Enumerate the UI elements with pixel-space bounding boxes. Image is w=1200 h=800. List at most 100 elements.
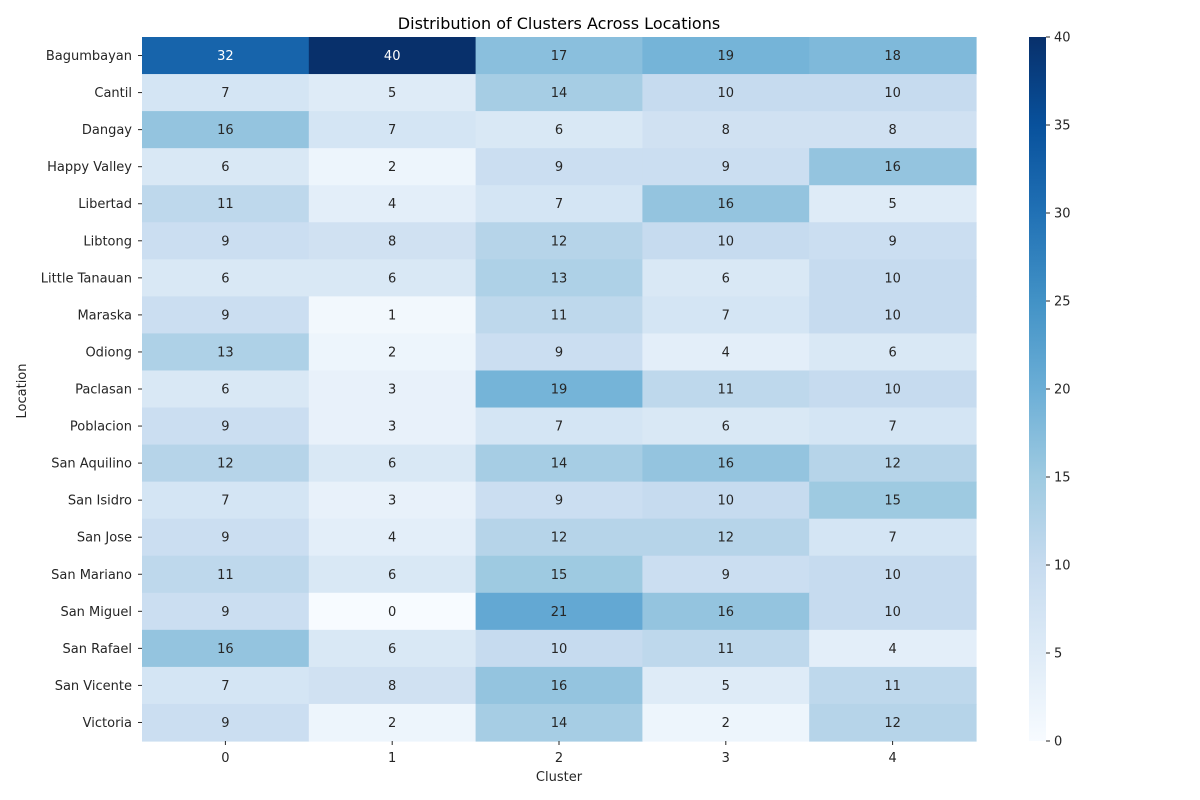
heatmap-cell (642, 185, 810, 223)
cell-value-label: 7 (888, 531, 896, 546)
cell-value-label: 13 (217, 345, 234, 360)
cell-value-label: 16 (718, 605, 735, 620)
heatmap-cell (142, 444, 310, 483)
y-tick-label: Little Tanauan (41, 271, 132, 286)
heatmap-cell (142, 629, 310, 668)
cell-value-label: 12 (718, 531, 735, 546)
cell-value-label: 16 (217, 642, 234, 657)
heatmap-cell (308, 185, 477, 223)
cell-value-label: 7 (888, 420, 896, 435)
heatmap-cell (142, 37, 310, 75)
y-tick-label: Maraska (77, 308, 132, 323)
colorbar-tick-label: 0 (1054, 735, 1062, 750)
heatmap-cell (142, 592, 310, 631)
cell-value-label: 3 (388, 494, 396, 509)
cell-value-label: 7 (221, 679, 229, 694)
chart-title: Distribution of Clusters Across Location… (398, 14, 720, 33)
heatmap-cell (809, 407, 977, 446)
heatmap-cell (642, 518, 810, 557)
cell-value-label: 9 (555, 345, 563, 360)
y-tick-label: Poblacion (70, 420, 132, 435)
cell-value-label: 15 (551, 568, 568, 583)
cell-value-label: 10 (718, 234, 735, 249)
heatmap-cell (642, 37, 810, 75)
colorbar-tick-label: 10 (1054, 559, 1071, 574)
cell-value-label: 10 (884, 271, 901, 286)
cell-value-label: 16 (718, 197, 735, 212)
cell-value-label: 0 (388, 605, 396, 620)
x-tick-label: 3 (722, 751, 730, 766)
cell-value-label: 10 (551, 642, 568, 657)
heatmap-cell (308, 37, 477, 75)
heatmap-cell (142, 111, 310, 149)
heatmap-cell (809, 666, 977, 705)
cell-value-label: 6 (221, 271, 229, 286)
heatmap-cell (308, 370, 477, 409)
cell-value-label: 4 (388, 197, 396, 212)
heatmap-cell (142, 407, 310, 446)
cell-value-label: 11 (718, 383, 735, 398)
cell-value-label: 2 (388, 160, 396, 175)
heatmap-cell (142, 333, 310, 372)
cell-value-label: 8 (888, 123, 896, 138)
colorbar-tick-label: 20 (1054, 383, 1071, 398)
cell-value-label: 4 (388, 531, 396, 546)
colorbar: 0 5 10 15 20 25 30 35 40 (1029, 31, 1071, 750)
cell-value-label: 15 (884, 494, 901, 509)
y-tick-label: Bagumbayan (46, 49, 132, 64)
cell-value-label: 2 (722, 716, 730, 731)
heatmap-cell (142, 185, 310, 223)
heatmap-cell (308, 296, 477, 335)
heatmap-cell (308, 74, 477, 112)
heatmap-cell (809, 518, 977, 557)
heatmap-cell (809, 555, 977, 594)
heatmap-cell (475, 481, 643, 520)
y-tick-label: San Vicente (55, 679, 132, 694)
cell-value-label: 12 (217, 457, 234, 472)
heatmap-cell (475, 296, 643, 335)
heatmap-cell (308, 703, 477, 742)
heatmap-cell (142, 74, 310, 112)
x-tick-label: 1 (388, 751, 396, 766)
heatmap-cell (809, 222, 977, 260)
cell-value-label: 5 (888, 197, 896, 212)
y-tick-label: San Aquilino (51, 457, 132, 472)
heatmap-cell (308, 407, 477, 446)
heatmap-cell (475, 259, 643, 297)
heatmap-cell (308, 592, 477, 631)
cell-value-label: 4 (888, 642, 896, 657)
heatmap-cell (308, 666, 477, 705)
heatmap-cell (475, 518, 643, 557)
heatmap-cell (475, 703, 643, 742)
cell-value-label: 13 (551, 271, 568, 286)
heatmap-cell (142, 703, 310, 742)
colorbar-tick-label: 15 (1054, 471, 1071, 486)
y-tick-label: Odiong (85, 345, 132, 360)
cell-value-label: 9 (722, 568, 730, 583)
cell-value-label: 7 (388, 123, 396, 138)
cell-value-label: 6 (221, 160, 229, 175)
cell-value-label: 9 (221, 308, 229, 323)
heatmap-cell (475, 666, 643, 705)
cell-value-label: 5 (722, 679, 730, 694)
heatmap-cell (642, 407, 810, 446)
heatmap-cell (142, 555, 310, 594)
cell-value-label: 7 (221, 86, 229, 101)
cell-value-label: 16 (884, 160, 901, 175)
y-tick-label: Cantil (94, 86, 132, 101)
cell-value-label: 19 (718, 49, 735, 64)
cell-value-label: 10 (884, 568, 901, 583)
heatmap-cell (142, 296, 310, 335)
heatmap-cell (809, 629, 977, 668)
cell-value-label: 21 (551, 605, 568, 620)
cell-value-label: 12 (551, 234, 568, 249)
heatmap-cell (809, 370, 977, 409)
heatmap-cell (308, 148, 477, 186)
x-tick-label: 2 (555, 751, 563, 766)
heatmap-cell (809, 185, 977, 223)
y-tick-label: Libtong (83, 234, 132, 249)
heatmap-cell (475, 37, 643, 75)
cell-value-label: 16 (718, 457, 735, 472)
